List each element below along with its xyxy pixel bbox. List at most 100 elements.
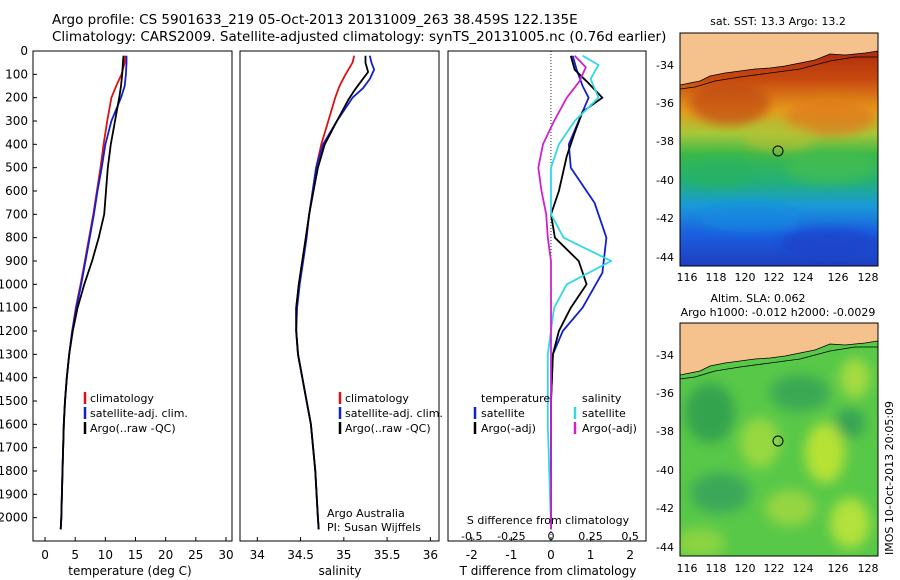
sst-map: sat. SST: 13.3 Argo: 13.2 xyxy=(656,15,879,284)
sla-map-title: Altim. SLA: 0.062 xyxy=(710,292,805,305)
temperature-xlabel: temperature (deg C) xyxy=(68,564,191,578)
difference-series xyxy=(537,54,613,530)
salinity-panel: 34 34.5 35 35.5 36 salinity climatology sate… xyxy=(239,50,443,578)
sla-lat-ticks: -34 -36 -38 -40 -42 -44 xyxy=(656,349,674,554)
sst-lon-label: 118 xyxy=(706,271,727,284)
imos-timestamp-caption: IMOS 10-Oct-2013 20:05:09 xyxy=(883,401,896,555)
depth-tick-label: 100 xyxy=(5,67,28,81)
x-tick-label: 1 xyxy=(587,548,595,562)
x-tick-label: 0 xyxy=(547,548,555,562)
s-tick-label: 0.5 xyxy=(621,530,639,543)
sla-lon-label: 126 xyxy=(828,562,849,575)
x-tick-label: 0 xyxy=(41,548,49,562)
legend-label-t-argo: Argo(-adj) xyxy=(481,422,536,435)
legend-label-satellite: satellite-adj. clim. xyxy=(90,407,188,420)
sst-lon-label: 124 xyxy=(793,271,814,284)
depth-tick-label: 1800 xyxy=(0,464,28,478)
sla-lon-label: 128 xyxy=(858,562,879,575)
legend-label-satellite: satellite-adj. clim. xyxy=(345,407,443,420)
s-tick-label: -0.5 xyxy=(461,530,482,543)
sla-lon-label: 120 xyxy=(735,562,756,575)
series-line-argo-raw-qc xyxy=(295,55,370,530)
salinity-tick-labels: 34 34.5 35 35.5 36 xyxy=(250,537,438,562)
sst-lon-label: 122 xyxy=(764,271,785,284)
series-line-temperature-argo-adj xyxy=(550,55,604,530)
sst-map-image xyxy=(680,33,878,266)
depth-tick-label: 1500 xyxy=(0,394,28,408)
sst-lon-label: 126 xyxy=(828,271,849,284)
x-tick-label: 2 xyxy=(626,548,634,562)
x-tick-label: 36 xyxy=(423,548,438,562)
x-tick-label: -1 xyxy=(505,548,517,562)
series-line-salinity-argo-adj xyxy=(537,55,587,530)
depth-tick-label: 600 xyxy=(5,184,28,198)
annotation-pi: PI: Susan Wijffels xyxy=(327,521,421,534)
x-tick-label: 10 xyxy=(98,548,113,562)
salinity-series xyxy=(295,55,376,530)
sla-lon-label: 116 xyxy=(677,562,698,575)
sla-lon-ticks: 116 118 120 122 124 126 128 xyxy=(677,562,879,575)
x-tick-label: -2 xyxy=(466,548,478,562)
depth-tick-label: 800 xyxy=(5,231,28,245)
legend-label-argo: Argo(..raw -QC) xyxy=(345,422,431,435)
sst-map-frame xyxy=(679,32,879,267)
legend-label-climatology: climatology xyxy=(90,392,154,405)
sla-map-subtitle: Argo h1000: -0.012 h2000: -0.0029 xyxy=(681,306,876,319)
sst-lat-label: -40 xyxy=(656,174,674,187)
s-difference-xlabel: S difference from climatology xyxy=(467,514,630,527)
legend-label-climatology: climatology xyxy=(345,392,409,405)
salinity-axes-frame xyxy=(239,50,440,542)
depth-tick-label: 400 xyxy=(5,137,28,151)
figure-title-line1: Argo profile: CS 5901633_219 05-Oct-2013… xyxy=(52,12,578,28)
s-tick-label: 0 xyxy=(547,530,554,543)
sla-lon-label: 118 xyxy=(706,562,727,575)
depth-tick-label: 300 xyxy=(5,114,28,128)
x-tick-label: 5 xyxy=(71,548,79,562)
salinity-xlabel: salinity xyxy=(318,564,361,578)
sla-lat-label: -40 xyxy=(656,464,674,477)
depth-tick-label: 1600 xyxy=(0,417,28,431)
s-tick-label: -0.25 xyxy=(497,530,525,543)
sla-lat-label: -34 xyxy=(656,349,674,362)
x-tick-label: 35 xyxy=(336,548,351,562)
sla-lat-label: -38 xyxy=(656,425,674,438)
t-difference-tick-labels: -2 -1 0 1 2 xyxy=(466,537,634,562)
temperature-legend: climatology satellite-adj. clim. Argo(..… xyxy=(83,392,188,435)
t-difference-xlabel: T difference from climatology xyxy=(459,564,637,578)
depth-tick-label: 0 xyxy=(20,44,28,58)
sst-lon-label: 128 xyxy=(858,271,879,284)
s-difference-tick-labels: -0.5 -0.25 0 0.25 0.5 xyxy=(461,530,639,543)
sla-lat-label: -36 xyxy=(656,387,674,400)
sla-map: Altim. SLA: 0.062 Argo h1000: -0.012 h20… xyxy=(656,292,896,575)
sla-lat-label: -42 xyxy=(656,502,674,515)
sla-lon-label: 124 xyxy=(793,562,814,575)
x-tick-label: 25 xyxy=(188,548,203,562)
figure-title-line2: Climatology: CARS2009. Satellite-adjuste… xyxy=(52,29,667,45)
sla-lon-label: 122 xyxy=(764,562,785,575)
argo-float-marker xyxy=(772,145,784,157)
sst-lat-label: -38 xyxy=(656,135,674,148)
depth-tick-label: 900 xyxy=(5,254,28,268)
sst-lon-label: 120 xyxy=(735,271,756,284)
temperature-panel: 0100200300400500600700800900100011001200… xyxy=(0,44,452,578)
temperature-tick-labels: 0 5 10 15 20 25 30 xyxy=(41,537,234,562)
depth-tick-label: 1700 xyxy=(0,441,28,455)
x-tick-label: 34 xyxy=(250,548,265,562)
sst-lon-ticks: 116 118 120 122 124 126 128 xyxy=(677,271,879,284)
argo-float-marker xyxy=(772,435,784,447)
x-tick-label: 15 xyxy=(128,548,143,562)
depth-tick-label: 1400 xyxy=(0,371,28,385)
sla-map-image xyxy=(680,323,878,556)
sla-lat-label: -44 xyxy=(656,541,674,554)
depth-tick-label: 200 xyxy=(5,91,28,105)
depth-tick-label: 1300 xyxy=(0,347,28,361)
legend-label-argo: Argo(..raw -QC) xyxy=(90,422,176,435)
difference-axes-frame xyxy=(447,50,647,542)
temperature-axes-frame xyxy=(32,50,233,542)
sst-lat-ticks: -34 -36 -38 -40 -42 -44 xyxy=(656,59,674,264)
series-line-salinity-satellite xyxy=(546,54,613,530)
depth-tick-label: 1100 xyxy=(0,301,28,315)
sla-map-frame xyxy=(679,322,879,557)
depth-tick-label: 1900 xyxy=(0,487,28,501)
